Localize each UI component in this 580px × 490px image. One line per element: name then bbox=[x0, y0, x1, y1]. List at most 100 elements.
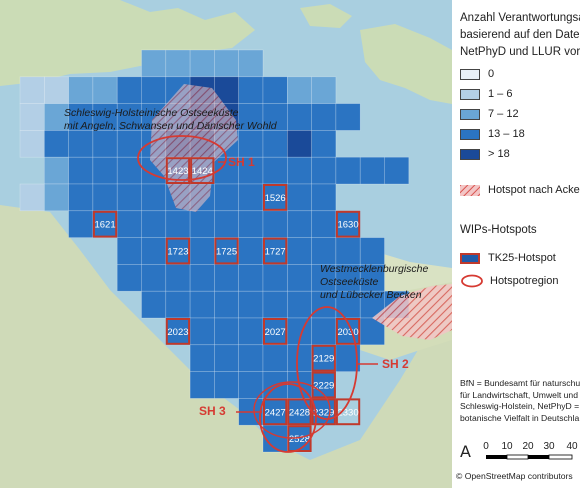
tk25-cell bbox=[92, 76, 118, 104]
legend-class-label: 7 – 12 bbox=[488, 108, 519, 120]
legend-note-line: BfN = Bundesamt für naturschutz bbox=[460, 378, 580, 388]
tk25-cell bbox=[165, 290, 191, 319]
legend-wips-title: WIPs-Hotspots bbox=[460, 224, 537, 236]
tk25-cell bbox=[359, 237, 385, 265]
island-east bbox=[360, 24, 452, 104]
tk25-cell bbox=[238, 49, 264, 78]
tk25-cell bbox=[189, 344, 215, 372]
tk25-cell bbox=[311, 210, 337, 238]
tk25-cell bbox=[238, 344, 264, 372]
tk25-cell bbox=[141, 183, 167, 212]
tk25-hotspot-frame bbox=[165, 237, 191, 265]
tk25-cell bbox=[262, 290, 288, 319]
tk25-cell bbox=[286, 130, 312, 158]
tk25-cell bbox=[262, 76, 288, 104]
tk25-cell bbox=[311, 156, 337, 185]
legend-hotspotregion: Hotspotregion bbox=[460, 273, 559, 289]
legend-class-label: 1 – 6 bbox=[488, 88, 513, 100]
tk25-cell bbox=[335, 103, 361, 131]
legend-panel: Anzahl Verantwortungsa basierend auf den… bbox=[452, 0, 580, 490]
tk25-hotspot-cell: 1424 bbox=[190, 157, 215, 184]
mainland bbox=[0, 205, 452, 488]
tk25-cell bbox=[238, 264, 264, 292]
tk25-hotspot-label: 2427 bbox=[265, 407, 286, 418]
legend-class-label: 0 bbox=[488, 68, 495, 80]
tk25-cell bbox=[335, 264, 361, 292]
tk25-cell bbox=[43, 130, 69, 158]
legend-swatch bbox=[460, 128, 480, 140]
tk25-cell bbox=[19, 130, 45, 158]
tk25-cell bbox=[238, 183, 264, 212]
tk25-cell bbox=[335, 237, 361, 265]
tk25-cell bbox=[92, 210, 118, 238]
osm-credit: © OpenStreetMap contributors bbox=[456, 471, 573, 481]
tk25-hotspot-label: 1621 bbox=[94, 220, 115, 231]
region-label-mv-line2: Ostseeküste bbox=[320, 276, 379, 288]
tk25-cell bbox=[238, 210, 264, 238]
tk25-cell bbox=[43, 183, 69, 212]
legend-title: Anzahl Verantwortungsa basierend auf den… bbox=[460, 10, 580, 61]
tk25-hotspot-frame bbox=[165, 157, 191, 184]
tk25-cell bbox=[214, 49, 239, 78]
tk25-cell bbox=[68, 103, 94, 131]
tk25-hotspot-frame bbox=[287, 398, 312, 426]
tk25-cell bbox=[214, 183, 239, 212]
scale-tick: 30 bbox=[543, 441, 555, 452]
tk25-cell bbox=[311, 317, 337, 346]
tk25-cell bbox=[19, 103, 45, 131]
legend-class-0: 0 bbox=[460, 66, 494, 82]
tk25-cell bbox=[311, 76, 337, 104]
tk25-cell bbox=[19, 183, 45, 212]
legend-tk25: TK25-Hotspot bbox=[460, 250, 556, 266]
tk25-cell bbox=[311, 237, 337, 265]
tk25-cell bbox=[141, 264, 167, 292]
north-arrow-icon: A bbox=[460, 442, 471, 461]
hatch-swatch bbox=[460, 184, 480, 196]
tk25-cell bbox=[359, 156, 385, 185]
scale-segment bbox=[548, 454, 573, 460]
tk25-hotspot-cell: 1423 bbox=[165, 157, 191, 184]
tk25-cell bbox=[165, 49, 191, 78]
tk25-cell bbox=[238, 317, 264, 346]
legend-note-line: Schleswig-Holstein, NetPhyD = bbox=[460, 401, 580, 411]
tk25-cell bbox=[238, 103, 264, 131]
tk25-cell bbox=[238, 290, 264, 319]
tk25-cell bbox=[262, 156, 288, 185]
tk25-hotspot-frame bbox=[335, 398, 361, 426]
tk25-cell bbox=[286, 344, 312, 372]
tk25-cell bbox=[311, 183, 337, 212]
island-top bbox=[300, 4, 352, 28]
tk25-cell bbox=[286, 183, 312, 212]
tk25-cell bbox=[311, 103, 337, 131]
tk25-cell bbox=[335, 290, 361, 319]
tk25-hotspot-label: 2030 bbox=[337, 327, 358, 338]
legend-swatch bbox=[460, 108, 480, 120]
tk25-hotspot-label: 1630 bbox=[337, 220, 358, 231]
legend-class-4: > 18 bbox=[460, 146, 510, 162]
tk25-cell bbox=[68, 156, 94, 185]
legend-note-line: für Landwirtschaft, Umwelt und bbox=[460, 389, 578, 400]
tk25-hotspot-label: 1424 bbox=[192, 166, 213, 177]
tk25-hotspot-frame bbox=[263, 398, 288, 426]
tk25-cell bbox=[238, 156, 264, 185]
tk25-hotspot-cell: 2129 bbox=[311, 344, 336, 372]
tk25-cell bbox=[189, 290, 215, 319]
tk25-cell bbox=[214, 317, 239, 346]
tk25-cell bbox=[189, 264, 215, 292]
tk25-cell bbox=[262, 130, 288, 158]
hotspot-overlay: 1423 1424 1526 1621 1630 1723 1725 1727 2023 2027… bbox=[92, 135, 378, 453]
tk25-hotspot-cell: 2030 bbox=[335, 318, 361, 345]
legend-tk25-label: TK25-Hotspot bbox=[488, 252, 556, 264]
legend-class-3: 13 – 18 bbox=[460, 126, 525, 142]
tk25-hotspot-cell: 2428 bbox=[287, 398, 312, 426]
tk25-hotspot-frame bbox=[263, 184, 288, 211]
tk25-hotspot-frame bbox=[263, 318, 288, 345]
tk25-cell bbox=[189, 317, 215, 346]
tk25-cell bbox=[189, 49, 215, 78]
tk25-cell bbox=[141, 237, 167, 265]
tk25-cell bbox=[92, 156, 118, 185]
tk25-cell bbox=[311, 264, 337, 292]
tk25-hotspot-label: 1423 bbox=[167, 166, 188, 177]
tk25-cell bbox=[214, 290, 239, 319]
